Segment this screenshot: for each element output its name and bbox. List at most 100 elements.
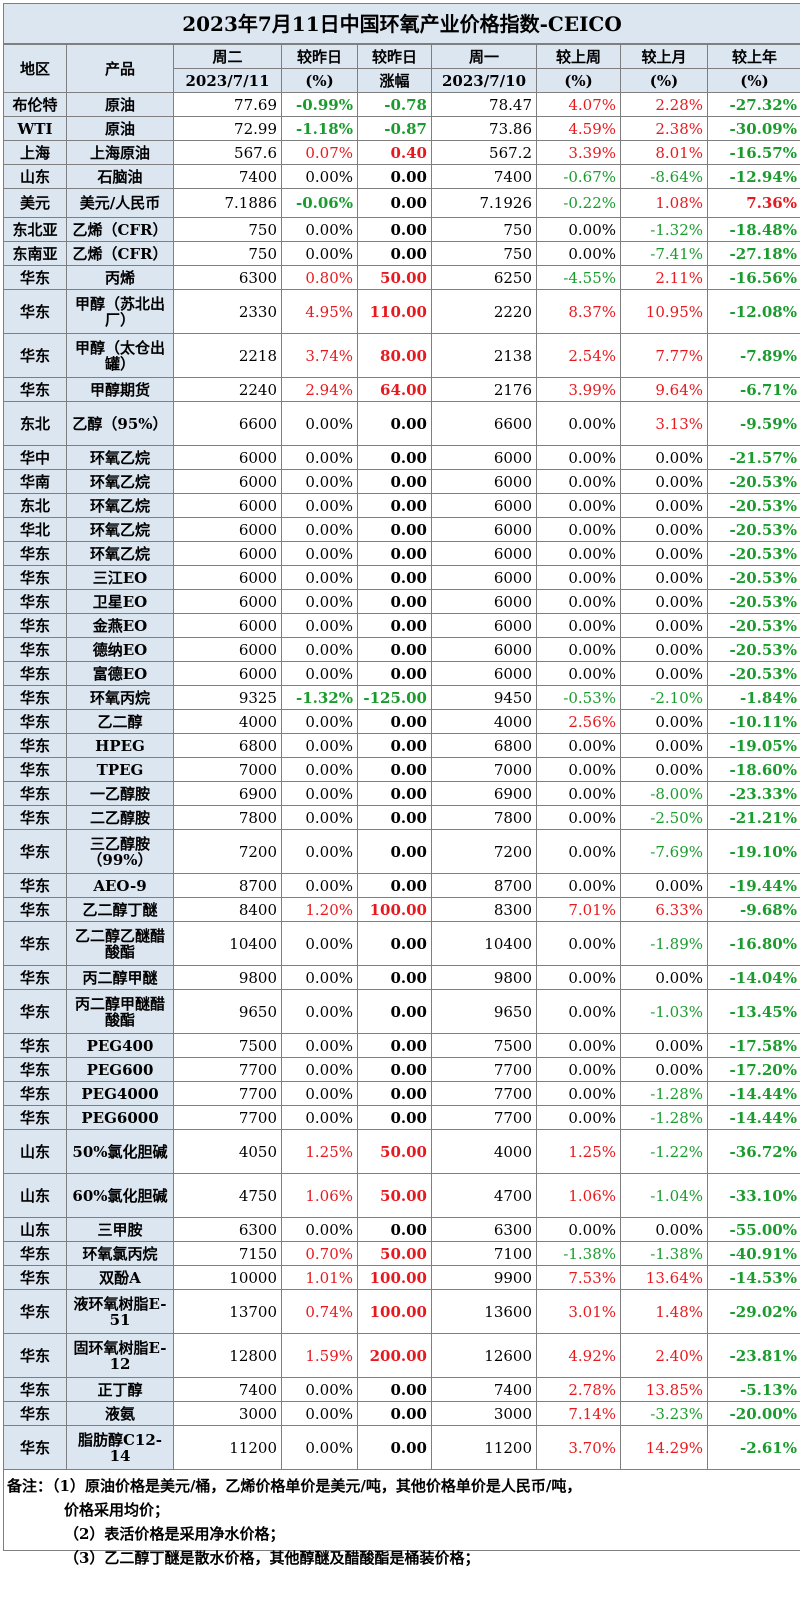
header-dod-chg: 较昨日 xyxy=(357,44,432,69)
yoy-pct-cell: -19.10% xyxy=(707,829,800,874)
yoy-pct-cell: -29.02% xyxy=(707,1289,800,1334)
dod-change-cell: 0.00 xyxy=(357,661,432,686)
prev-price-cell: 7700 xyxy=(431,1081,537,1106)
dod-change-cell: 0.40 xyxy=(357,140,432,165)
prev-price-cell: 7200 xyxy=(431,829,537,874)
region-cell: 东北亚 xyxy=(3,217,67,242)
dod-pct-cell: 0.00% xyxy=(281,401,358,446)
product-cell: 三乙醇胺（99%） xyxy=(66,829,174,874)
table-row: 华东 环氧丙烷 9325 -1.32% -125.00 9450 -0.53% -2.10% -… xyxy=(3,685,800,710)
mom-pct-cell: -1.32% xyxy=(620,217,708,242)
dod-change-cell: 100.00 xyxy=(357,897,432,922)
product-cell: PEG4000 xyxy=(66,1081,174,1106)
dod-pct-cell: 0.00% xyxy=(281,565,358,590)
wow-pct-cell: -4.55% xyxy=(536,265,621,290)
header-mom: 较上月 xyxy=(620,44,708,69)
dod-change-cell: 0.00 xyxy=(357,1377,432,1402)
mom-pct-cell: 0.00% xyxy=(620,873,708,898)
prev-price-cell: 9450 xyxy=(431,685,537,710)
product-cell: 环氧丙烷 xyxy=(66,685,174,710)
today-price-cell: 6000 xyxy=(173,589,282,614)
table-row: 华东 双酚A 10000 1.01% 100.00 9900 7.53% 13.64% -14.… xyxy=(3,1265,800,1290)
mom-pct-cell: 0.00% xyxy=(620,757,708,782)
today-price-cell: 7.1886 xyxy=(173,188,282,218)
dod-pct-cell: 0.00% xyxy=(281,1217,358,1242)
dod-pct-cell: 0.00% xyxy=(281,517,358,542)
wow-pct-cell: 0.00% xyxy=(536,469,621,494)
prev-price-cell: 6800 xyxy=(431,733,537,758)
product-cell: 甲醇（苏北出厂） xyxy=(66,289,174,334)
yoy-pct-cell: -27.32% xyxy=(707,92,800,117)
wow-pct-cell: 3.01% xyxy=(536,1289,621,1334)
table-row: 华东 卫星EO 6000 0.00% 0.00 6000 0.00% 0.00% -20.53% xyxy=(3,589,800,614)
prev-price-cell: 6000 xyxy=(431,661,537,686)
header-region: 地区 xyxy=(3,44,67,93)
dod-change-cell: -0.87 xyxy=(357,116,432,141)
today-price-cell: 8700 xyxy=(173,873,282,898)
yoy-pct-cell: -16.80% xyxy=(707,921,800,966)
dod-pct-cell: 0.07% xyxy=(281,140,358,165)
mom-pct-cell: 0.00% xyxy=(620,965,708,990)
today-price-cell: 10000 xyxy=(173,1265,282,1290)
region-cell: 华东 xyxy=(3,1289,67,1334)
prev-price-cell: 6600 xyxy=(431,401,537,446)
prev-price-cell: 3000 xyxy=(431,1401,537,1426)
region-cell: 华东 xyxy=(3,989,67,1034)
region-cell: 华东 xyxy=(3,377,67,402)
prev-price-cell: 6000 xyxy=(431,469,537,494)
header-prev-date: 2023/7/10 xyxy=(431,68,537,93)
dod-change-cell: 0.00 xyxy=(357,517,432,542)
mom-pct-cell: 0.00% xyxy=(620,541,708,566)
today-price-cell: 6000 xyxy=(173,637,282,662)
yoy-pct-cell: 7.36% xyxy=(707,188,800,218)
dod-pct-cell: 0.00% xyxy=(281,1081,358,1106)
table-row: 上海 上海原油 567.6 0.07% 0.40 567.2 3.39% 8.01% -16.5… xyxy=(3,140,800,165)
product-cell: 丙二醇甲醚醋酸酯 xyxy=(66,989,174,1034)
yoy-pct-cell: -20.53% xyxy=(707,589,800,614)
prev-price-cell: 6250 xyxy=(431,265,537,290)
product-cell: PEG400 xyxy=(66,1033,174,1058)
mom-pct-cell: 0.00% xyxy=(620,1217,708,1242)
prev-price-cell: 6900 xyxy=(431,781,537,806)
header-row-top: 地区 产品 周二 较昨日 较昨日 周一 较上周 较上月 较上年 xyxy=(3,44,800,93)
yoy-pct-cell: -2.61% xyxy=(707,1425,800,1470)
product-cell: 石脑油 xyxy=(66,164,174,189)
product-cell: 三甲胺 xyxy=(66,1217,174,1242)
yoy-pct-cell: -20.00% xyxy=(707,1401,800,1426)
yoy-pct-cell: -21.57% xyxy=(707,445,800,470)
dod-change-cell: 0.00 xyxy=(357,565,432,590)
table-row: 华东 PEG600 7700 0.00% 0.00 7700 0.00% 0.00% -17.2… xyxy=(3,1057,800,1082)
dod-change-cell: 110.00 xyxy=(357,289,432,334)
mom-pct-cell: 2.11% xyxy=(620,265,708,290)
page-title: 2023年7月11日中国环氧产业价格指数-CEICO xyxy=(3,3,800,44)
yoy-pct-cell: -40.91% xyxy=(707,1241,800,1266)
product-cell: 液氨 xyxy=(66,1401,174,1426)
today-price-cell: 13700 xyxy=(173,1289,282,1334)
mom-pct-cell: 10.95% xyxy=(620,289,708,334)
yoy-pct-cell: -18.60% xyxy=(707,757,800,782)
today-price-cell: 8400 xyxy=(173,897,282,922)
wow-pct-cell: 0.00% xyxy=(536,589,621,614)
price-sheet: 2023年7月11日中国环氧产业价格指数-CEICO 地区 产品 周二 较昨日 … xyxy=(3,3,800,1567)
today-price-cell: 11200 xyxy=(173,1425,282,1470)
dod-pct-cell: 1.20% xyxy=(281,897,358,922)
dod-pct-cell: 0.00% xyxy=(281,1377,358,1402)
today-price-cell: 750 xyxy=(173,241,282,266)
wow-pct-cell: 7.01% xyxy=(536,897,621,922)
wow-pct-cell: 3.99% xyxy=(536,377,621,402)
wow-pct-cell: 2.54% xyxy=(536,333,621,378)
dod-pct-cell: -0.99% xyxy=(281,92,358,117)
table-row: 华东 TPEG 7000 0.00% 0.00 7000 0.00% 0.00% -18.60% xyxy=(3,757,800,782)
table-row: 华东 甲醇（太仓出罐） 2218 3.74% 80.00 2138 2.54% 7.77% -7… xyxy=(3,333,800,378)
table-row: 华东 PEG4000 7700 0.00% 0.00 7700 0.00% -1.28% -14… xyxy=(3,1081,800,1106)
mom-pct-cell: -1.28% xyxy=(620,1105,708,1130)
mom-pct-cell: 0.00% xyxy=(620,517,708,542)
header-wow: 较上周 xyxy=(536,44,621,69)
wow-pct-cell: 4.59% xyxy=(536,116,621,141)
table-row: 华东 固环氧树脂E-12 12800 1.59% 200.00 12600 4.92% 2.4… xyxy=(3,1333,800,1378)
prev-price-cell: 7400 xyxy=(431,164,537,189)
table-row: 华东 PEG6000 7700 0.00% 0.00 7700 0.00% -1.28% -14… xyxy=(3,1105,800,1130)
dod-pct-cell: 0.00% xyxy=(281,637,358,662)
wow-pct-cell: 0.00% xyxy=(536,517,621,542)
wow-pct-cell: -1.38% xyxy=(536,1241,621,1266)
